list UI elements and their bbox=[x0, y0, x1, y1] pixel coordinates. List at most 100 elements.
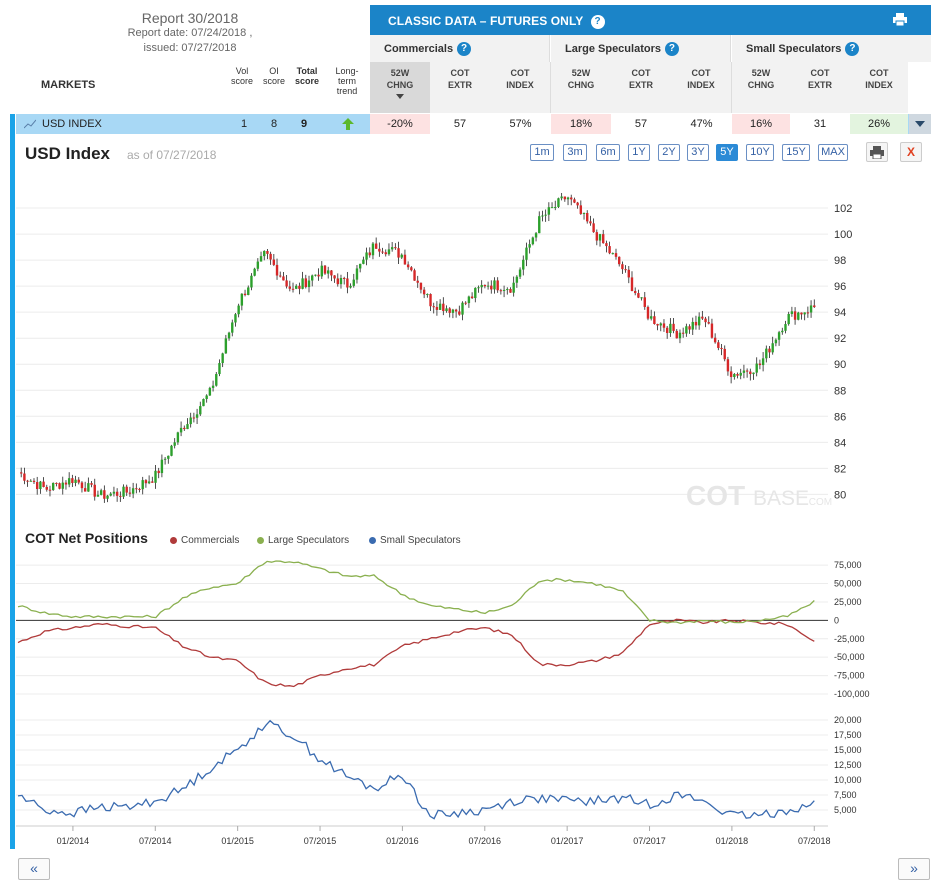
range-3m-button[interactable]: 3m bbox=[563, 144, 587, 161]
small-speculators-line bbox=[17, 719, 815, 820]
col-comm-52w-chng[interactable]: 52W CHNG bbox=[370, 62, 430, 113]
col-large-52w-chng[interactable]: 52W CHNG bbox=[551, 62, 611, 113]
price-candle bbox=[87, 483, 90, 492]
price-candle bbox=[349, 285, 352, 288]
price-candle bbox=[758, 363, 762, 366]
col-small-cot-index[interactable]: COT INDEX bbox=[850, 62, 908, 113]
price-candle bbox=[416, 280, 419, 283]
range-2y-button[interactable]: 2Y bbox=[658, 144, 680, 161]
next-button[interactable]: » bbox=[898, 858, 930, 880]
price-candle bbox=[355, 268, 359, 280]
range-15y-button[interactable]: 15Y bbox=[782, 144, 810, 161]
range-max-button[interactable]: MAX bbox=[818, 144, 848, 161]
price-candle bbox=[106, 495, 109, 499]
row-accent-rail bbox=[10, 114, 15, 849]
price-candle bbox=[74, 479, 77, 483]
small-y-tick-label: 17,500 bbox=[834, 730, 862, 740]
total-score-header-line1: Total bbox=[296, 66, 318, 76]
price-candle bbox=[221, 353, 224, 364]
col-large-cot-index[interactable]: COT INDEX bbox=[671, 62, 732, 113]
price-candle bbox=[326, 270, 330, 274]
col-small-52w-chng[interactable]: 52W CHNG bbox=[732, 62, 790, 113]
price-y-tick-label: 102 bbox=[834, 203, 852, 215]
price-candle bbox=[675, 330, 678, 339]
price-candle bbox=[646, 306, 650, 319]
x-tick-label: 07/2015 bbox=[304, 836, 337, 846]
price-candle bbox=[368, 252, 371, 256]
price-candle bbox=[199, 406, 202, 415]
price-y-tick-label: 96 bbox=[834, 281, 846, 293]
col-comm-cot-index-line2: INDEX bbox=[506, 80, 534, 90]
price-candle bbox=[80, 482, 84, 489]
price-candle bbox=[202, 399, 205, 407]
price-candle bbox=[64, 482, 68, 485]
price-y-tick-label: 86 bbox=[834, 411, 846, 423]
price-y-tick-label: 84 bbox=[834, 437, 846, 449]
help-icon[interactable]: ? bbox=[664, 42, 679, 56]
price-candle bbox=[311, 275, 314, 281]
price-candle bbox=[279, 275, 282, 277]
price-candle bbox=[496, 280, 499, 291]
price-candle bbox=[707, 322, 710, 324]
oi-score: 8 bbox=[270, 118, 278, 130]
watermark-cot: COT bbox=[686, 480, 745, 511]
price-candle bbox=[135, 488, 138, 490]
price-candle bbox=[394, 247, 397, 249]
price-candle bbox=[717, 342, 720, 348]
price-candle bbox=[298, 285, 301, 289]
prev-button[interactable]: « bbox=[18, 858, 50, 880]
legend-large-speculators[interactable]: Large Speculators bbox=[257, 535, 349, 546]
price-candle bbox=[224, 338, 228, 354]
price-candle bbox=[240, 293, 244, 306]
cot-y-tick-label: 0 bbox=[834, 615, 839, 625]
x-tick-label: 01/2018 bbox=[716, 836, 749, 846]
price-candle bbox=[429, 294, 432, 307]
price-candle bbox=[160, 459, 164, 474]
comm-cot-extr: 57 bbox=[430, 114, 490, 134]
small-y-tick-label: 7,500 bbox=[834, 790, 857, 800]
price-candle bbox=[525, 247, 528, 260]
legend-small-speculators[interactable]: Small Speculators bbox=[369, 535, 461, 546]
price-candle bbox=[688, 326, 691, 330]
chart-print-button[interactable] bbox=[866, 142, 888, 162]
price-candle bbox=[691, 321, 694, 330]
market-name[interactable]: USD INDEX bbox=[42, 118, 102, 130]
price-candle bbox=[339, 277, 343, 285]
trend-header-line3: trend bbox=[336, 86, 358, 96]
print-icon[interactable] bbox=[893, 13, 907, 26]
legend-commercials[interactable]: Commercials bbox=[170, 535, 239, 546]
range-10y-button[interactable]: 10Y bbox=[746, 144, 774, 161]
col-comm-cot-index[interactable]: COT INDEX bbox=[490, 62, 551, 113]
range-5y-button[interactable]: 5Y bbox=[716, 144, 738, 161]
range-6m-button[interactable]: 6m bbox=[596, 144, 620, 161]
trend-header-line2: term bbox=[338, 76, 356, 86]
small-y-tick-label: 12,500 bbox=[834, 760, 862, 770]
price-candle bbox=[672, 323, 675, 331]
price-candle bbox=[336, 278, 339, 285]
help-icon[interactable]: ? bbox=[845, 42, 860, 56]
col-large-cot-extr[interactable]: COT EXTR bbox=[611, 62, 671, 113]
total-score-header-line2: score bbox=[294, 76, 320, 86]
price-candle bbox=[665, 327, 669, 334]
range-3y-button[interactable]: 3Y bbox=[687, 144, 709, 161]
price-y-tick-label: 92 bbox=[834, 333, 846, 345]
help-icon[interactable]: ? bbox=[457, 42, 472, 56]
col-small-cot-extr[interactable]: COT EXTR bbox=[790, 62, 850, 113]
price-candle bbox=[269, 253, 272, 260]
help-icon[interactable]: ? bbox=[590, 14, 605, 29]
price-candle bbox=[736, 374, 739, 376]
sort-desc-icon bbox=[396, 94, 404, 99]
price-candle bbox=[586, 212, 589, 222]
small-y-tick-label: 15,000 bbox=[834, 745, 862, 755]
price-candle bbox=[765, 348, 768, 359]
row-expand-button[interactable] bbox=[909, 114, 931, 134]
price-candle bbox=[701, 316, 704, 319]
range-1m-button[interactable]: 1m bbox=[530, 144, 554, 161]
range-1y-button[interactable]: 1Y bbox=[628, 144, 650, 161]
chart-close-button[interactable]: X bbox=[900, 142, 922, 162]
price-candle bbox=[793, 311, 797, 320]
market-row[interactable]: USD INDEX 1 8 9 -20% 57 57% 18% 57 47% 1… bbox=[16, 114, 931, 134]
col-comm-cot-extr[interactable]: COT EXTR bbox=[430, 62, 490, 113]
small-cot-extr: 31 bbox=[790, 114, 850, 134]
price-candle bbox=[809, 305, 813, 313]
